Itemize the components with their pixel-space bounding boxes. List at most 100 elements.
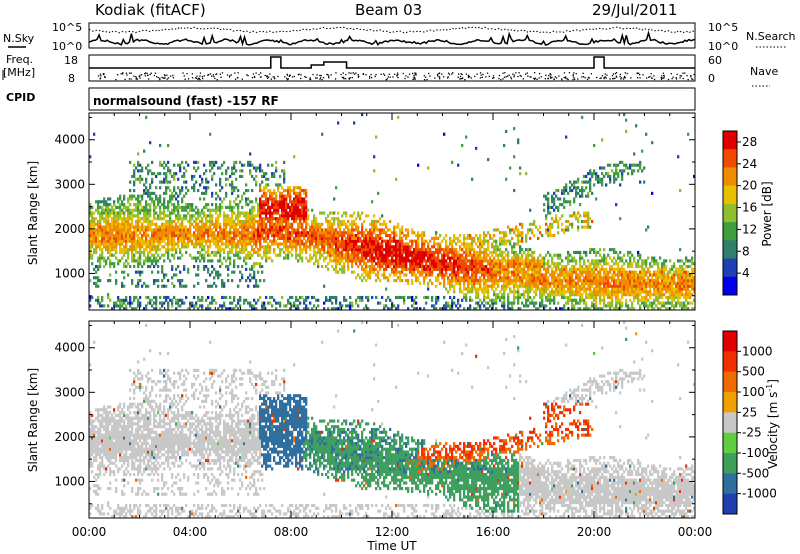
power-cell (477, 264, 480, 269)
power-cell (351, 225, 354, 229)
power-cell (405, 248, 408, 252)
power-cell (287, 203, 290, 207)
power-cell (407, 295, 410, 300)
power-cell (479, 307, 482, 311)
power-cell (341, 253, 344, 257)
power-cell (365, 214, 368, 218)
nave-point (212, 74, 215, 76)
power-cell (361, 267, 364, 271)
power-cell (227, 219, 230, 224)
power-cell (323, 301, 326, 305)
power-cell (227, 231, 230, 235)
power-cell (445, 259, 448, 263)
power-cell (287, 250, 290, 255)
power-cell (191, 208, 194, 212)
power-cell (351, 231, 354, 235)
power-cell (111, 205, 114, 209)
power-cell (511, 245, 514, 249)
power-cell (171, 231, 174, 235)
nave-point (468, 75, 470, 77)
power-cell (115, 205, 118, 209)
power-cell (207, 295, 210, 300)
power-cell (255, 301, 258, 305)
power-cell (279, 183, 282, 187)
power-cell (363, 219, 366, 224)
nave-point (534, 77, 536, 79)
power-cell (519, 267, 522, 271)
power-cell (195, 301, 198, 305)
power-cell (165, 186, 168, 190)
power-cell (113, 214, 116, 218)
power-cell (149, 228, 152, 232)
power-cell (283, 180, 286, 184)
power-cell (245, 262, 248, 266)
power-cell (303, 205, 306, 209)
power-cell (203, 267, 206, 271)
power-cell (263, 301, 266, 305)
power-cell (377, 219, 380, 224)
power-cell (211, 214, 214, 218)
power-cell (521, 225, 524, 229)
power-cell (289, 222, 292, 226)
power-cell (257, 203, 260, 207)
power-cell (367, 264, 370, 269)
power-cell (95, 248, 98, 252)
power-cell (219, 250, 222, 255)
power-cell (227, 264, 230, 269)
power-cell (113, 301, 116, 305)
power-cell (173, 205, 176, 209)
power-cell (513, 267, 516, 271)
power-cell (163, 228, 166, 232)
power-cell (223, 248, 226, 252)
power-cell (479, 248, 482, 252)
power-cell (185, 228, 188, 232)
power-cell (223, 214, 226, 218)
power-cell (203, 264, 206, 269)
power-cell (505, 239, 508, 243)
power-cell (349, 239, 352, 243)
power-cell (417, 236, 420, 240)
power-cell (335, 253, 338, 257)
power-cell (369, 250, 372, 255)
nave-point (639, 74, 641, 76)
power-cell (433, 242, 436, 246)
power-cell (99, 231, 102, 235)
power-cell (519, 295, 522, 300)
power-cell (397, 253, 400, 257)
power-cell (295, 242, 298, 246)
power-cell (167, 180, 170, 184)
power-cell (129, 214, 132, 218)
power-cell (253, 298, 256, 302)
power-cell (265, 239, 268, 243)
power-cell (243, 301, 246, 305)
power-cell (203, 253, 206, 257)
power-cell (131, 174, 134, 179)
power-cell (153, 256, 156, 260)
power-cell (261, 203, 264, 207)
power-cell (117, 197, 120, 201)
power-cell (443, 295, 446, 300)
power-cell (299, 248, 302, 252)
power-cell (479, 253, 482, 257)
power-cell (383, 273, 386, 277)
power-cell (481, 264, 484, 269)
power-cell (117, 234, 120, 238)
power-cell (425, 301, 428, 305)
power-cell (355, 259, 358, 263)
nave-point (545, 74, 547, 76)
power-cell (199, 197, 202, 201)
power-cell (373, 236, 376, 240)
power-cell (465, 267, 468, 271)
power-cell (171, 197, 174, 201)
power-cell (501, 267, 504, 271)
power-cell (273, 222, 276, 226)
nave-point (246, 74, 248, 76)
power-cell (473, 279, 476, 283)
power-cell (465, 295, 468, 300)
power-cell (397, 295, 400, 300)
power-cell (533, 290, 536, 294)
power-cell (117, 231, 120, 235)
power-cell (99, 239, 102, 243)
power-cell (91, 231, 94, 235)
nave-point (199, 75, 201, 77)
